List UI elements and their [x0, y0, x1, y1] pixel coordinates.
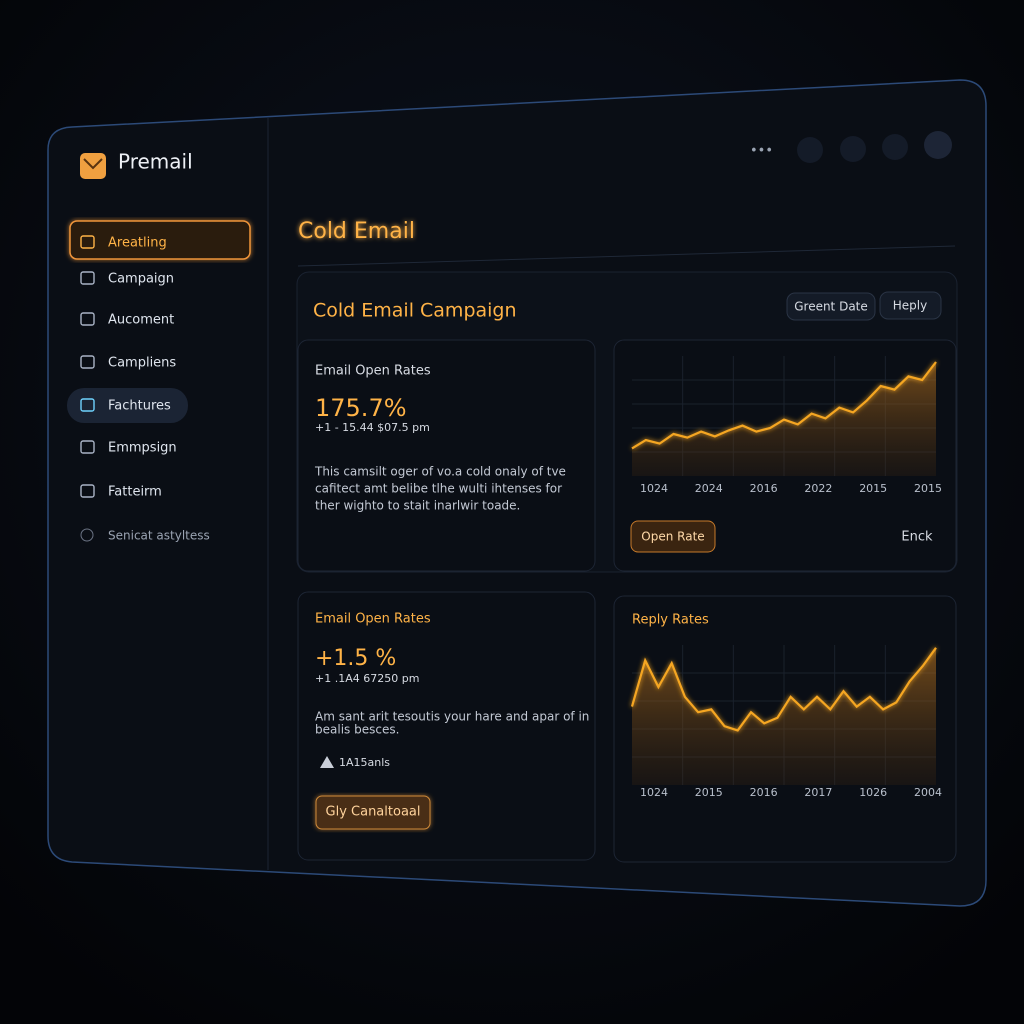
x-tick-label: 2004 [914, 786, 942, 799]
campaign-button[interactable] [315, 795, 431, 830]
nav-icon [80, 355, 95, 369]
description-line: cafitect amt belibe tlhe wulti ihtenses … [315, 482, 562, 496]
x-tick-label: 2015 [695, 786, 723, 799]
line [631, 361, 937, 450]
nav-item[interactable]: Areatling [108, 236, 167, 251]
back-button[interactable]: Enck [901, 530, 933, 545]
card-meta: +1 .1A4 67250 pm [315, 672, 419, 685]
nav-icon [80, 235, 95, 249]
users-button[interactable] [924, 131, 952, 159]
card-meta: +1 - 15.44 $07.5 pm [315, 421, 430, 434]
x-tick-label: 2015 [859, 482, 887, 495]
x-tick-label: 2015 [914, 482, 942, 495]
header-divider [297, 245, 956, 267]
x-tick-label: 2024 [695, 482, 723, 495]
description-line: ther wighto to stait inarlwir toade. [315, 499, 520, 513]
open-rate-button[interactable] [630, 520, 716, 553]
nav-item[interactable]: Emmpsign [108, 441, 177, 456]
x-tick-label: 2017 [804, 786, 832, 799]
nav-list: Areatling Campaign Aucoment Campliens Fachtu… [80, 235, 177, 500]
x-tick-label: 1024 [640, 786, 668, 799]
nav-icon [80, 440, 95, 454]
x-tick-label: 1026 [859, 786, 887, 799]
card-description: Am sant arit tesoutis your hare and apar… [315, 710, 589, 737]
card-title: Email Open Rates [315, 364, 431, 379]
brand-name: Premail [118, 150, 193, 174]
reply-button[interactable] [879, 291, 942, 320]
description-line: bealis besces. [315, 723, 399, 737]
nav-item[interactable]: Fatteirm [108, 485, 162, 500]
nav-icon [80, 312, 95, 326]
date-button-label[interactable]: Greent Date [794, 300, 868, 314]
search-button[interactable] [797, 137, 823, 163]
x-tick-label: 2022 [804, 482, 832, 495]
x-tick-label: 2016 [750, 482, 778, 495]
brand-icon [80, 153, 106, 179]
line [630, 647, 937, 732]
nav-highlight [67, 388, 188, 423]
card-value: +1.5 % [315, 646, 396, 671]
card-description: This camsilt oger of vo.a cold onaly of … [314, 465, 566, 513]
x-tick-label: 2016 [750, 786, 778, 799]
nav-active [69, 220, 251, 260]
card [297, 591, 596, 861]
description-line: Am sant arit tesoutis your hare and apar… [315, 710, 589, 724]
card-value: 175.7% [315, 394, 407, 422]
date-button[interactable] [786, 292, 876, 321]
x-tick-label: 1024 [640, 482, 668, 495]
reply-button-label[interactable]: Heply [893, 299, 927, 313]
badge-icon [320, 756, 334, 768]
card-title: Email Open Rates [315, 612, 431, 627]
card [297, 339, 596, 572]
chart: 1024 2024 2016 2022 2015 2015 [631, 356, 942, 495]
area [632, 362, 936, 476]
brand-icon-mark [83, 158, 103, 170]
badge: 1A15anls [339, 756, 390, 769]
campaign-button-label[interactable]: Gly Canaltoaal [326, 805, 421, 820]
nav-icon [80, 398, 95, 412]
nav-footer: Senicat astyltess [108, 529, 210, 543]
panel-title: Cold Email Campaign [313, 300, 517, 322]
open-rate-button-label[interactable]: Open Rate [641, 530, 704, 544]
area [632, 647, 936, 785]
nav-item[interactable]: Fachtures [108, 399, 171, 414]
page-title: Cold Email [298, 219, 415, 244]
nav-icon [80, 484, 95, 498]
nav-item[interactable]: Aucoment [108, 313, 174, 328]
more-icon[interactable]: ••• [750, 144, 773, 159]
nav-icon [80, 271, 95, 285]
edit-button[interactable] [840, 136, 866, 162]
chart: 1024 2015 2016 2017 1026 2004 Reply Rates [630, 613, 942, 799]
description-line: This camsilt oger of vo.a cold onaly of … [314, 465, 566, 479]
chart-title: Reply Rates [632, 613, 709, 628]
nav-item[interactable]: Campliens [108, 356, 176, 371]
screen-button[interactable] [882, 134, 908, 160]
nav-item[interactable]: Campaign [108, 272, 174, 287]
nav-footer-icon [80, 528, 94, 542]
